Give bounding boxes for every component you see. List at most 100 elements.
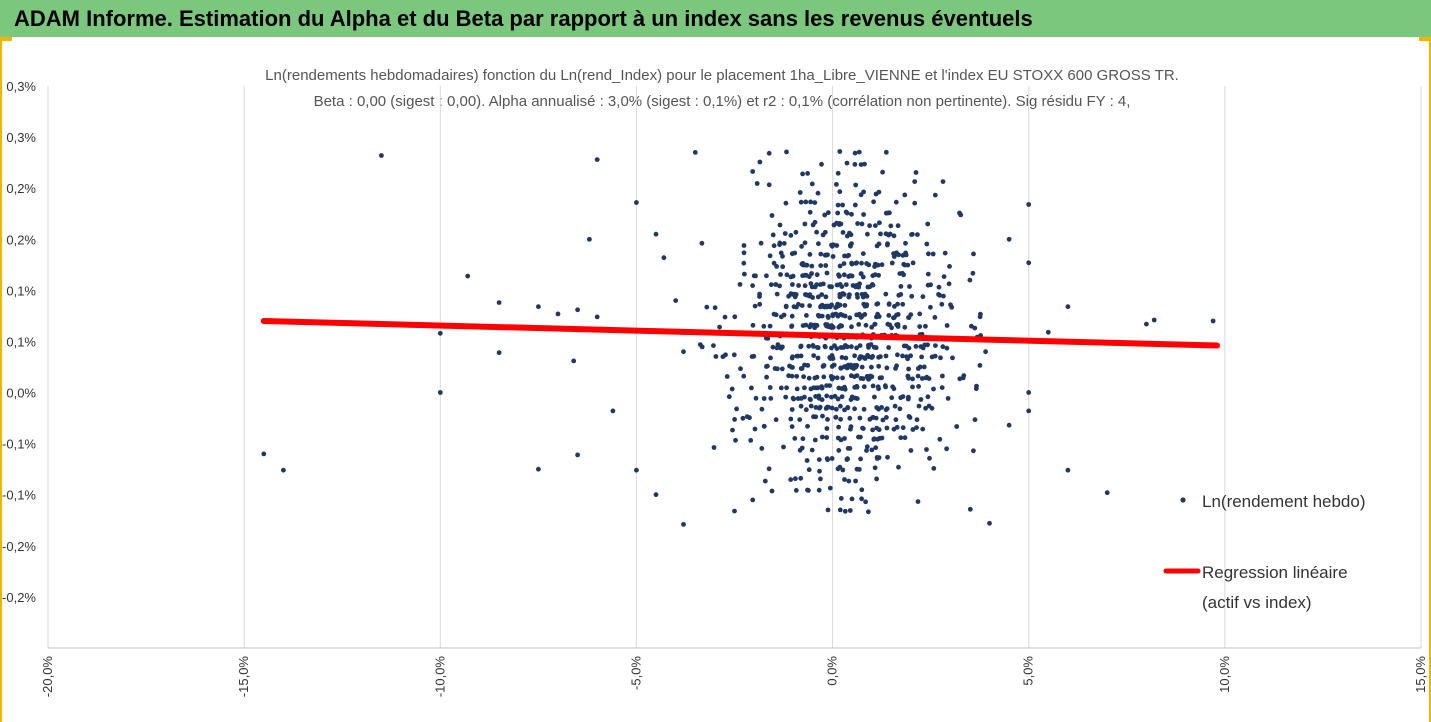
- data-point: [829, 243, 835, 249]
- data-point: [802, 385, 807, 391]
- data-point: [784, 149, 789, 155]
- data-point: [763, 335, 769, 341]
- data-point: [766, 466, 772, 472]
- data-point: [496, 300, 502, 305]
- data-point: [729, 386, 735, 392]
- data-point: [757, 301, 763, 307]
- data-point: [913, 170, 919, 175]
- data-point: [837, 282, 843, 287]
- data-point: [788, 274, 794, 280]
- data-point: [868, 342, 874, 347]
- data-point: [883, 149, 889, 155]
- data-point: [571, 358, 577, 364]
- data-point: [892, 304, 897, 309]
- data-point: [796, 283, 801, 288]
- data-point: [947, 264, 952, 269]
- data-point: [921, 364, 927, 370]
- data-point: [870, 383, 876, 389]
- data-point: [751, 353, 757, 359]
- data-point: [856, 149, 862, 155]
- data-point: [961, 373, 967, 378]
- data-point: [838, 221, 844, 227]
- data-point: [883, 407, 889, 413]
- data-point: [824, 323, 829, 329]
- data-point: [886, 302, 892, 307]
- data-point: [890, 384, 895, 390]
- data-point: [879, 262, 885, 268]
- data-point: [845, 363, 851, 369]
- data-point: [897, 271, 903, 276]
- data-point: [1006, 236, 1012, 242]
- data-point: [824, 404, 830, 410]
- data-point: [741, 243, 747, 248]
- data-point: [873, 415, 879, 421]
- data-point: [865, 231, 870, 237]
- data-point: [849, 260, 854, 266]
- data-point: [751, 273, 757, 279]
- data-point: [902, 435, 908, 441]
- data-point: [915, 373, 921, 379]
- data-point: [817, 404, 823, 410]
- data-point: [898, 292, 904, 297]
- data-point: [887, 210, 892, 216]
- data-point: [872, 465, 878, 471]
- data-point: [778, 345, 784, 351]
- y-tick-label-3: 0,2%: [6, 232, 36, 247]
- data-point: [1045, 329, 1051, 335]
- data-point: [807, 252, 813, 257]
- data-point: [874, 476, 879, 482]
- data-point: [852, 374, 857, 380]
- y-tick-label-7: -0,1%: [2, 437, 36, 452]
- data-point: [812, 437, 818, 443]
- data-point: [712, 305, 718, 311]
- data-point: [886, 345, 891, 350]
- data-point: [800, 323, 806, 328]
- data-point: [893, 199, 899, 205]
- data-point: [764, 374, 769, 380]
- data-point: [837, 263, 843, 269]
- data-point: [1144, 321, 1149, 327]
- data-point: [673, 298, 679, 303]
- data-point: [915, 366, 921, 371]
- data-point: [957, 210, 962, 216]
- data-point: [859, 260, 864, 266]
- data-point: [838, 416, 843, 422]
- data-point: [873, 445, 879, 451]
- data-point: [771, 243, 777, 249]
- data-point: [907, 284, 912, 289]
- regression-line: [260, 318, 1221, 349]
- data-point: [805, 363, 811, 368]
- data-point: [813, 394, 818, 399]
- data-point: [726, 394, 732, 400]
- data-point: [905, 262, 911, 268]
- data-point: [808, 386, 814, 392]
- data-point: [866, 509, 871, 515]
- chart-grid: [47, 86, 1422, 648]
- data-point: [261, 451, 267, 457]
- data-point: [837, 464, 843, 470]
- data-point: [1026, 408, 1032, 414]
- data-point: [945, 396, 951, 401]
- data-point: [906, 366, 911, 372]
- data-point: [748, 438, 754, 443]
- data-point: [610, 408, 616, 414]
- data-point: [837, 149, 843, 154]
- data-point: [788, 233, 794, 238]
- data-point: [870, 354, 876, 359]
- data-point: [916, 403, 922, 409]
- data-point: [732, 508, 737, 514]
- data-point: [852, 202, 858, 208]
- y-tick-label-6: 0,0%: [6, 386, 36, 401]
- data-point: [815, 355, 821, 361]
- data-point: [859, 487, 865, 493]
- data-point: [924, 241, 930, 247]
- y-tick-label-10: -0,2%: [2, 590, 36, 605]
- data-point: [847, 315, 853, 321]
- data-point: [744, 414, 750, 419]
- y-tick-label-9: -0,2%: [2, 539, 36, 554]
- data-point: [898, 284, 904, 289]
- data-point: [809, 181, 815, 187]
- data-point: [866, 376, 871, 382]
- data-point: [917, 324, 923, 329]
